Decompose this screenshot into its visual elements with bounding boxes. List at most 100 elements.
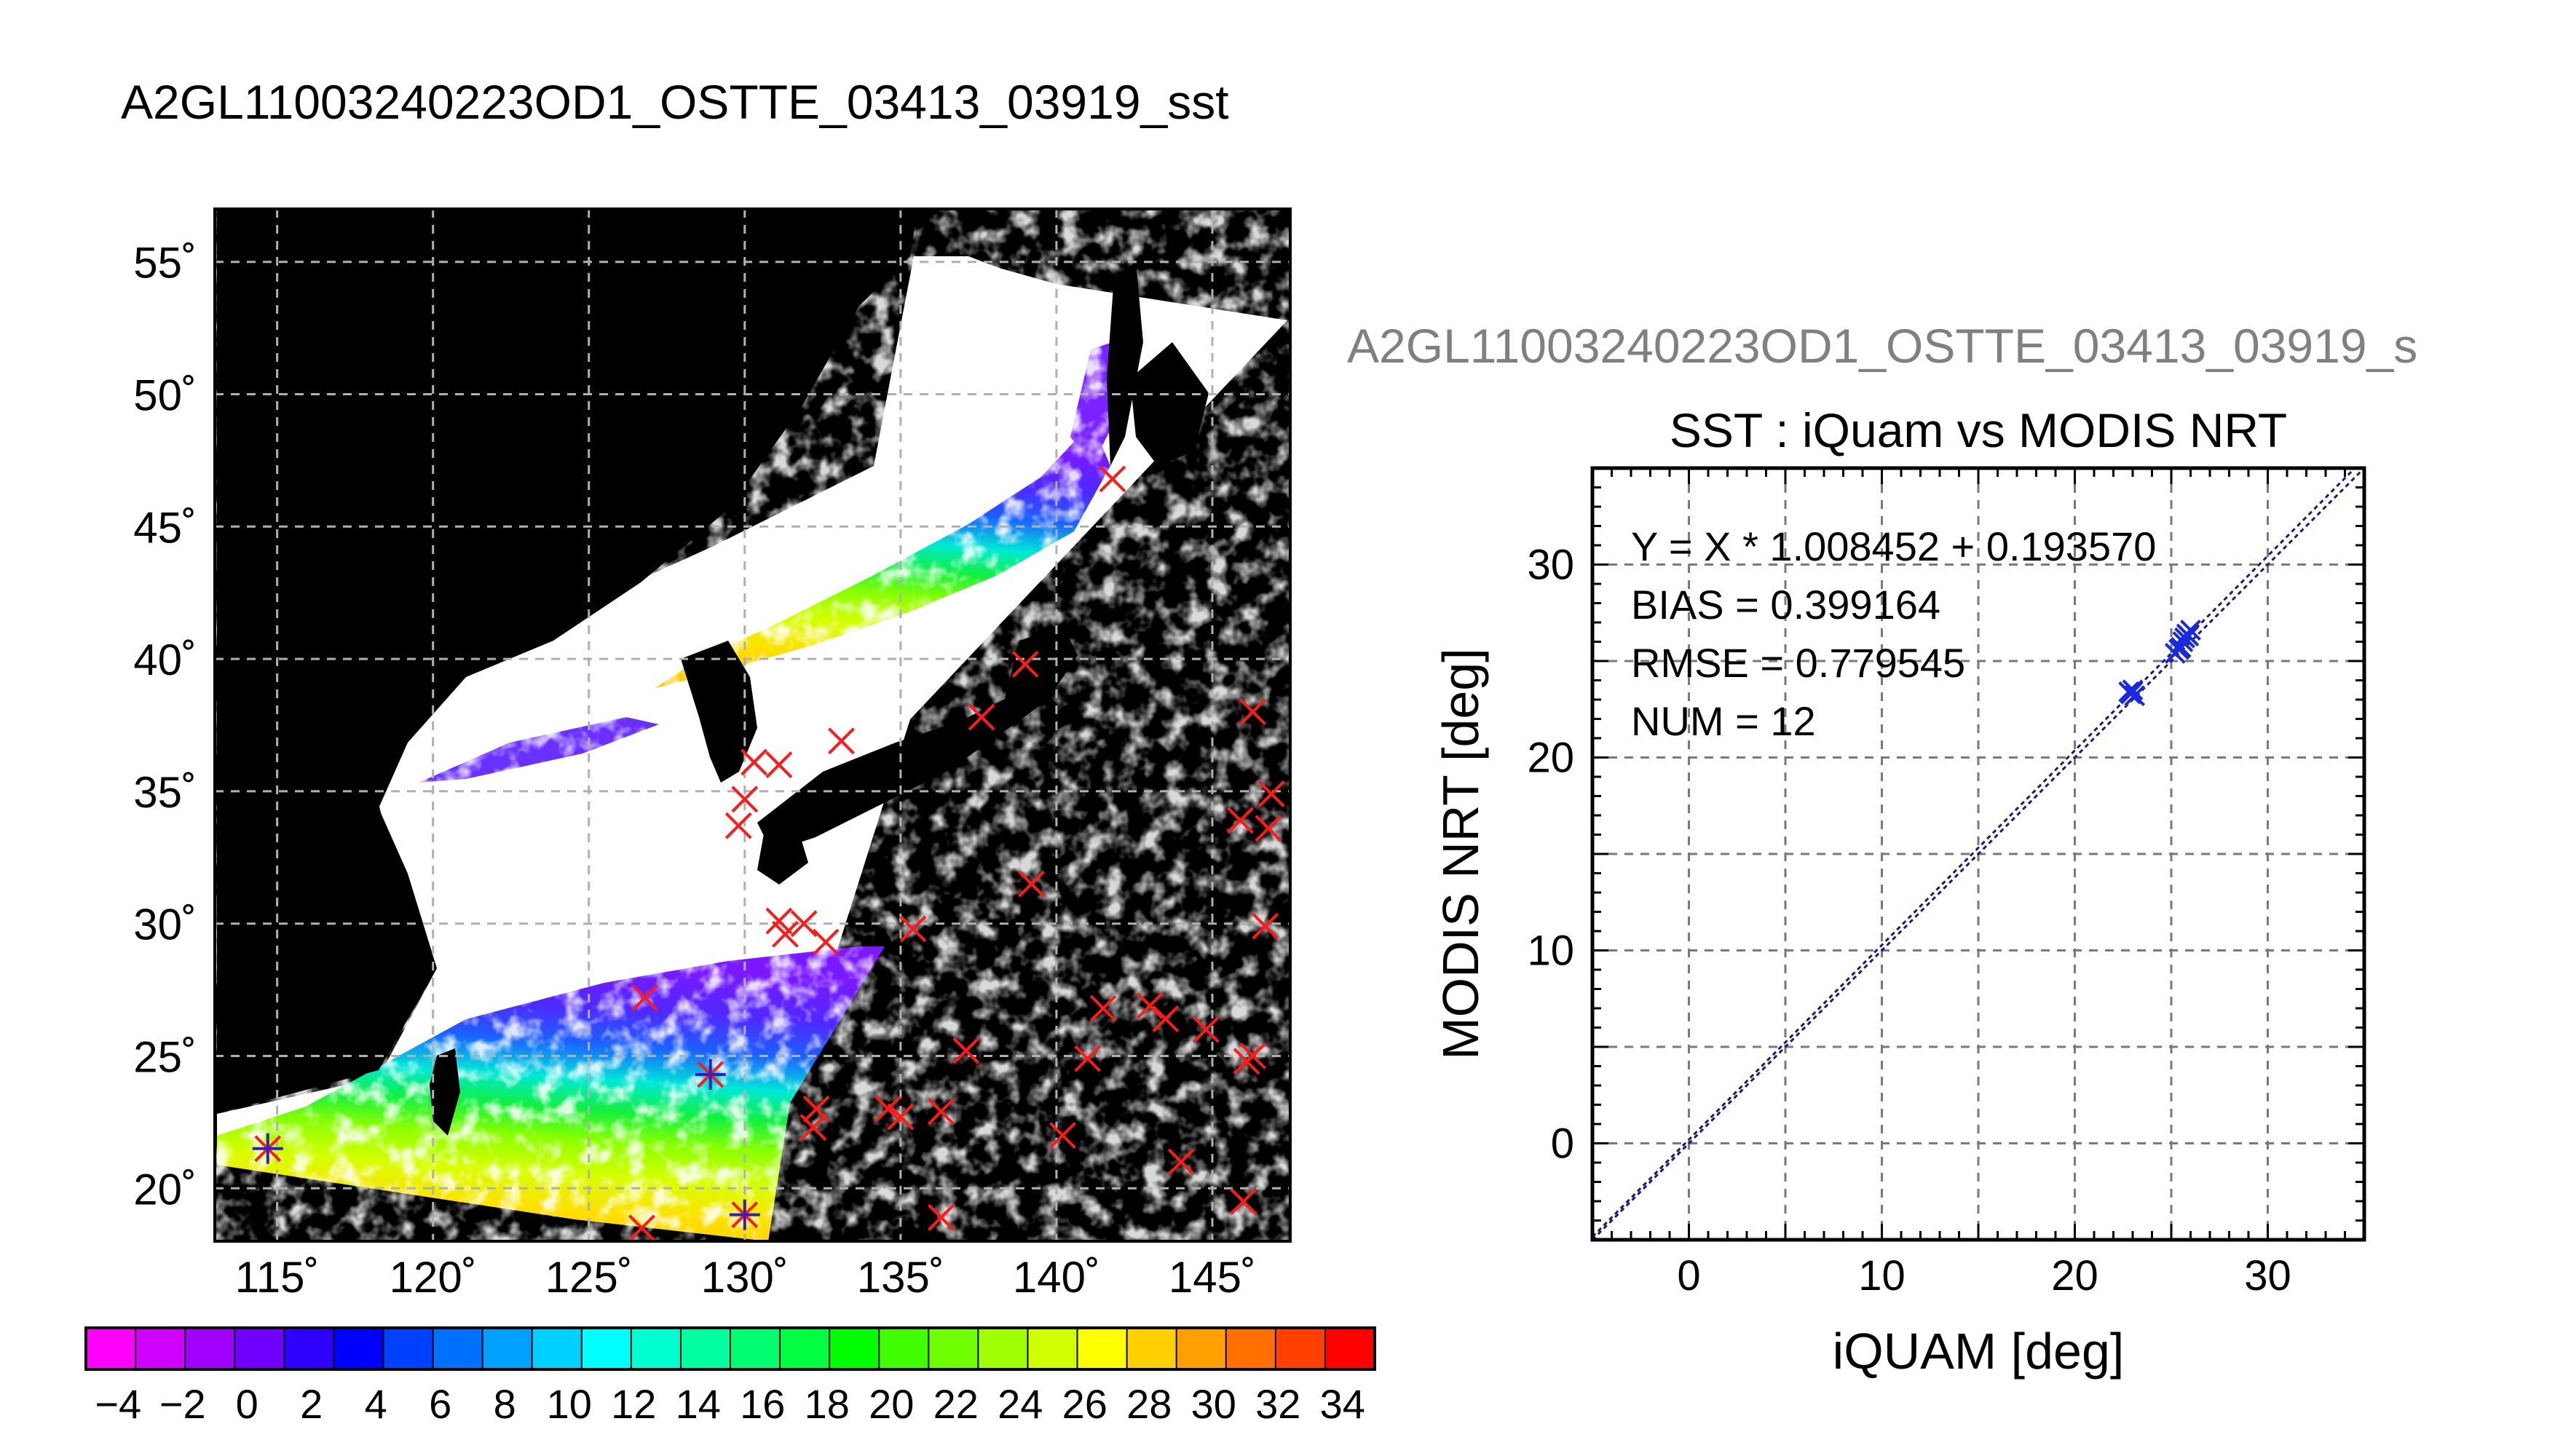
map-frame — [213, 207, 1292, 1243]
map-lat-label: 25˚ — [133, 1032, 197, 1081]
colorbar-tick-label: 18 — [805, 1381, 850, 1427]
map-lat-label: 55˚ — [133, 239, 197, 288]
colorbar-tick-label: 20 — [869, 1381, 914, 1427]
colorbar-bin — [1077, 1328, 1128, 1369]
buoy-marker — [765, 751, 793, 778]
matchup-marker — [252, 1133, 283, 1164]
honshu-island — [757, 699, 1019, 852]
colorbar-tick-label: 28 — [1126, 1381, 1172, 1427]
buoy-marker — [1227, 807, 1254, 834]
buoy-marker — [628, 1214, 655, 1242]
colorbar-bin — [1225, 1328, 1276, 1369]
scatter-points — [2118, 620, 2201, 707]
map-gridlines — [215, 209, 1290, 1241]
colorbar-tick-labels: −4 −2 0 2 4 6 8 10 12 14 16 18 20 22 24 26 28 30 32 34 — [95, 1381, 1365, 1427]
buoy-marker — [874, 1095, 902, 1123]
map-lat-label: 35˚ — [133, 768, 197, 817]
colorbar-bin — [928, 1328, 979, 1369]
scatter-y-tick: 0 — [1551, 1120, 1574, 1168]
sst-colorbar: −4 −2 0 2 4 6 8 10 12 14 16 18 20 22 24 26 28 30 32 34 — [84, 1326, 1376, 1427]
colorbar-tick-label: 12 — [611, 1381, 656, 1427]
colorbar-bin — [1126, 1328, 1177, 1369]
regression-fit-line — [1592, 468, 2357, 1238]
buoy-marker — [1192, 1016, 1220, 1043]
land-masks — [217, 209, 1209, 1136]
colorbar-tick-label: 30 — [1191, 1381, 1236, 1427]
buoy-marker — [1136, 992, 1164, 1019]
buoy-marker — [1018, 870, 1046, 898]
scatter-y-tick: 30 — [1527, 542, 1574, 589]
colorbar-bin — [185, 1328, 235, 1369]
map-lat-label: 50˚ — [133, 371, 197, 420]
buoy-marker — [1152, 1005, 1180, 1032]
colorbar-tick-label: −4 — [95, 1381, 141, 1427]
scatter-x-tick-labels: 0 10 20 30 — [1677, 1252, 2291, 1299]
scatter-point — [2172, 631, 2194, 652]
scatter-panel: A2GL11003240223OD1_OSTTE_03413_03919_s S… — [1347, 319, 2417, 1380]
buoy-marker — [631, 984, 659, 1011]
buoy-marker — [828, 727, 855, 755]
colorbar-bin — [135, 1328, 186, 1369]
sst-map-panel: 55˚ 50˚ 45˚ 40˚ 35˚ 30˚ 25˚ 20˚ 115˚ 120˚ 125˚ 130… — [133, 207, 1292, 1302]
colorbar-bin — [433, 1328, 483, 1369]
colorbar-tick-label: 32 — [1255, 1381, 1300, 1427]
scatter-title: SST : iQuam vs MODIS NRT — [1670, 403, 2287, 457]
scatter-x-tick: 30 — [2244, 1252, 2291, 1299]
colorbar-bin — [284, 1328, 334, 1369]
colorbar-bin — [730, 1328, 781, 1369]
stats-bias: BIAS = 0.399164 — [1631, 582, 1940, 628]
colorbar-bin — [879, 1328, 929, 1369]
colorbar-bin — [333, 1328, 384, 1369]
buoy-marker — [899, 915, 927, 943]
colorbar-tick-label: 16 — [740, 1381, 785, 1427]
scatter-y-tick: 20 — [1527, 735, 1574, 782]
asian-mainland — [217, 209, 917, 1114]
map-lon-label: 120˚ — [390, 1253, 477, 1302]
colorbar-tick-label: 22 — [933, 1381, 979, 1427]
buoy-marker — [968, 703, 995, 731]
colorbar-tick-label: 2 — [300, 1381, 323, 1427]
scatter-x-axis-label: iQUAM [deg] — [1833, 1323, 2125, 1380]
buoy-marker — [1099, 465, 1126, 493]
colorbar-tick-label: 10 — [547, 1381, 592, 1427]
sakhalin-island — [1107, 262, 1143, 466]
buoy-marker — [1233, 1048, 1260, 1075]
matchup-marker — [729, 1199, 760, 1230]
buoy-marker — [799, 1114, 827, 1142]
buoy-marker — [887, 1103, 915, 1131]
colorbar-tick-label: 8 — [494, 1381, 516, 1427]
colorbar-tick-label: 4 — [365, 1381, 387, 1427]
buoy-marker — [1239, 698, 1267, 726]
buoy-marker — [1230, 1188, 1257, 1215]
map-lat-label: 20˚ — [133, 1165, 197, 1214]
colorbar-bin — [1324, 1328, 1375, 1369]
scatter-y-tick-labels: 0 10 20 30 — [1527, 542, 1574, 1168]
colorbar-tick-label: 34 — [1320, 1381, 1365, 1427]
colorbar-tick-label: 26 — [1062, 1381, 1107, 1427]
buoy-marker — [1089, 994, 1117, 1022]
scatter-stats: Y = X * 1.008452 + 0.193570 BIAS = 0.399… — [1631, 523, 2156, 744]
map-lon-label: 130˚ — [701, 1253, 789, 1302]
colorbar-bin — [631, 1328, 682, 1369]
buoy-marker — [772, 920, 799, 948]
colorbar-bin — [1027, 1328, 1078, 1369]
map-lat-label: 40˚ — [133, 636, 197, 684]
colorbar-bin — [829, 1328, 880, 1369]
scatter-overflow-title: A2GL11003240223OD1_OSTTE_03413_03919_s — [1347, 319, 2417, 373]
hokkaido-island — [1130, 342, 1209, 466]
buoy-marker — [724, 812, 752, 839]
colorbar-bins — [86, 1328, 1375, 1369]
map-lon-label: 125˚ — [545, 1253, 633, 1302]
scatter-x-tick: 10 — [1858, 1252, 1906, 1299]
matchup-marker — [695, 1059, 726, 1090]
scatter-y-axis-label: MODIS NRT [deg] — [1432, 648, 1489, 1059]
map-lon-label: 135˚ — [857, 1253, 944, 1302]
buoy-marker — [1167, 1148, 1195, 1176]
map-lat-label: 30˚ — [133, 901, 197, 949]
colorbar-bin — [680, 1328, 731, 1369]
colorbar-bin — [1176, 1328, 1227, 1369]
map-lat-label: 45˚ — [133, 503, 197, 552]
buoy-marker — [741, 748, 768, 776]
